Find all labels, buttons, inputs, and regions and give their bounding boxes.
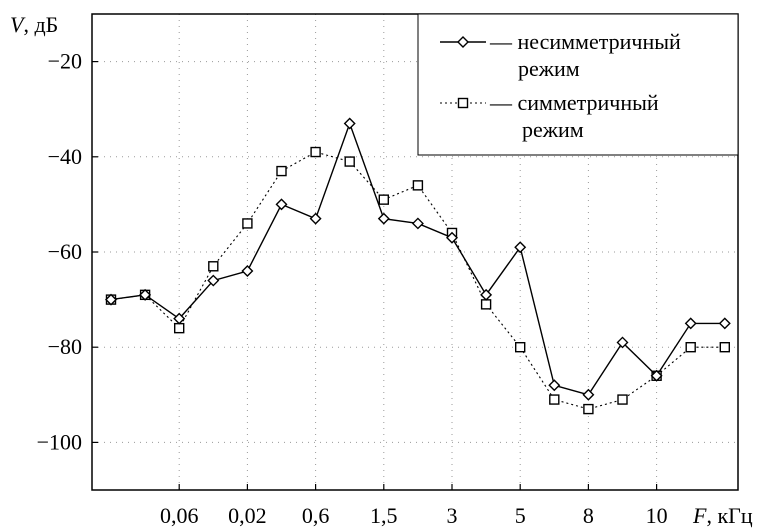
data-point bbox=[276, 165, 287, 177]
data-point bbox=[242, 218, 253, 229]
data-point bbox=[173, 322, 185, 334]
data-point bbox=[343, 117, 356, 130]
data-point bbox=[275, 198, 288, 211]
data-point bbox=[514, 241, 527, 254]
series-symmetric bbox=[105, 146, 730, 415]
data-point bbox=[582, 388, 595, 401]
y-tick-label: −20 bbox=[48, 49, 82, 74]
data-point bbox=[480, 288, 493, 301]
x-tick-label: 8 bbox=[583, 503, 594, 528]
legend-box bbox=[417, 13, 739, 156]
data-point bbox=[446, 231, 458, 244]
legend-label-line2: режим bbox=[518, 56, 580, 81]
data-point bbox=[549, 394, 560, 405]
data-point bbox=[616, 336, 629, 349]
data-point bbox=[208, 261, 219, 272]
series-asymmetric bbox=[105, 117, 731, 401]
data-point bbox=[583, 403, 594, 415]
data-point bbox=[377, 212, 390, 225]
data-point bbox=[412, 180, 424, 191]
axis-ticks: −20 −40 −60 −80 −100 0,06 0,02 0,6 1,5 3 5 8 10 bbox=[37, 49, 668, 528]
x-tick-label: 1,5 bbox=[370, 503, 398, 528]
data-point bbox=[173, 312, 186, 325]
legend-swatch-marker bbox=[457, 36, 469, 48]
x-tick-label: 0,06 bbox=[160, 503, 199, 528]
legend-swatch-marker bbox=[457, 97, 469, 109]
data-point bbox=[685, 342, 696, 353]
data-point bbox=[207, 274, 220, 287]
series-line bbox=[110, 151, 725, 410]
data-point bbox=[617, 394, 628, 405]
data-point bbox=[719, 342, 730, 353]
y-tick-label: −80 bbox=[48, 334, 82, 359]
y-axis-label: V, дБ bbox=[10, 12, 58, 37]
data-point bbox=[105, 293, 117, 306]
data-point bbox=[718, 317, 731, 330]
data-point bbox=[310, 146, 321, 158]
legend-label-line2: режим bbox=[522, 117, 584, 142]
y-tick-label: −60 bbox=[48, 239, 82, 264]
data-point bbox=[480, 299, 492, 310]
data-point bbox=[344, 156, 355, 167]
series-group bbox=[105, 117, 731, 415]
y-tick-label: −100 bbox=[37, 429, 82, 454]
data-point bbox=[139, 288, 152, 301]
data-point bbox=[548, 379, 561, 392]
y-tick-label: −40 bbox=[48, 144, 82, 169]
x-tick-label: 5 bbox=[515, 503, 526, 528]
x-axis-label-var: F bbox=[692, 503, 707, 528]
data-point bbox=[241, 265, 254, 278]
data-point bbox=[515, 342, 526, 353]
y-axis-label-var: V bbox=[10, 12, 26, 37]
series-line bbox=[110, 121, 725, 396]
data-point bbox=[309, 212, 322, 225]
x-axis-label: F, кГц bbox=[692, 503, 753, 528]
x-tick-label: 10 bbox=[646, 503, 668, 528]
data-point bbox=[684, 317, 697, 330]
data-point bbox=[411, 217, 424, 230]
x-tick-label: 0,6 bbox=[302, 503, 330, 528]
legend-label: — симметричный bbox=[489, 90, 659, 115]
data-point bbox=[378, 194, 389, 205]
x-tick-label: 0,02 bbox=[228, 503, 267, 528]
y-axis-label-unit: , дБ bbox=[23, 12, 58, 37]
data-point bbox=[650, 369, 663, 382]
x-tick-label: 3 bbox=[447, 503, 458, 528]
legend-label: — несимметричный bbox=[489, 29, 681, 54]
x-axis-label-unit: , кГц bbox=[706, 503, 752, 528]
